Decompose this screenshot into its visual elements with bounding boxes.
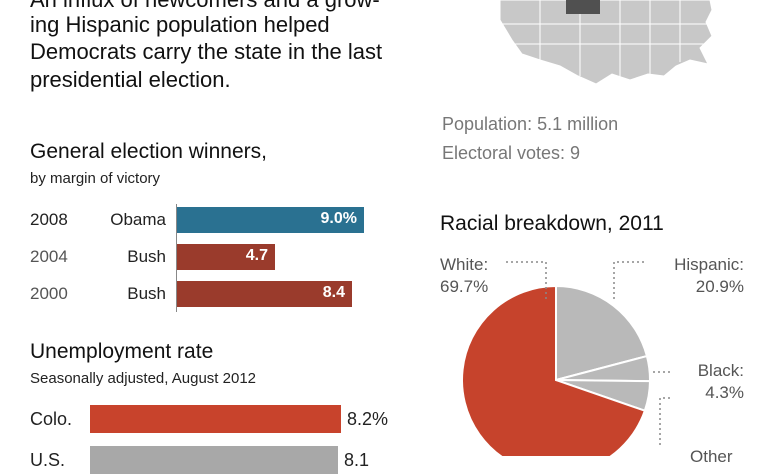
pie-leader-hispanic [613, 261, 644, 300]
pie-label-black: Black: 4.3% [672, 360, 744, 404]
intro-line-2: ing Hispanic population helped [30, 12, 330, 37]
election-year-label: 2004 [30, 247, 68, 266]
election-year-label: 2008 [30, 210, 68, 229]
intro-line-4: presidential election. [30, 67, 231, 92]
election-margin-value: 4.7 [245, 247, 268, 264]
election-winner-label: Bush [127, 284, 166, 303]
election-margin-value: 8.4 [322, 284, 345, 301]
population-text: Population: 5.1 million [442, 114, 619, 134]
pie-chart [461, 261, 670, 456]
intro-line-1: An influx of newcomers and a grow- [30, 0, 380, 12]
election-margin-bar: 8.4 [177, 281, 352, 307]
pie-label-white-value: 69.7% [440, 277, 489, 296]
election-year-label: 2000 [30, 284, 68, 303]
unemployment-value: 8.2% [347, 409, 389, 429]
election-winner-label: Obama [110, 210, 166, 229]
unemployment-chart-title: Unemployment rate [30, 340, 214, 363]
election-margin-bar: 9.0% [177, 207, 364, 233]
pie-label-hispanic-name: Hispanic: [674, 255, 744, 274]
pie-slice-hispanic [555, 284, 649, 382]
pie-leader-white [506, 261, 547, 300]
pie-label-other: Other [690, 447, 733, 466]
electoral-votes-text: Electoral votes: 9 [442, 143, 581, 163]
unemployment-bar [90, 405, 341, 433]
pie-label-hispanic: Hispanic: 20.9% [648, 254, 744, 298]
pie-slice-white [461, 284, 647, 456]
election-chart-baseline [176, 204, 177, 312]
unemployment-category-label: Colo. [30, 409, 73, 429]
pie-chart-title: Racial breakdown, 2011 [440, 212, 664, 235]
intro-line-3: Democrats carry the state in the last [30, 39, 383, 64]
unemployment-chart-subtitle: Seasonally adjusted, August 2012 [30, 370, 257, 387]
election-margin-bar: 4.7 [177, 244, 275, 270]
election-winner-label: Bush [127, 247, 166, 266]
election-chart-title: General election winners, [30, 140, 267, 163]
pie-label-black-value: 4.3% [705, 383, 744, 402]
election-chart-subtitle: by margin of victory [30, 170, 161, 187]
pie-label-hispanic-value: 20.9% [695, 277, 744, 296]
pie-label-white-name: White: [440, 255, 489, 274]
pie-label-white: White: 69.7% [440, 254, 488, 298]
pie-label-black-name: Black: [697, 361, 744, 380]
pie-leader-other [659, 397, 670, 446]
election-margin-value: 9.0% [320, 210, 357, 227]
